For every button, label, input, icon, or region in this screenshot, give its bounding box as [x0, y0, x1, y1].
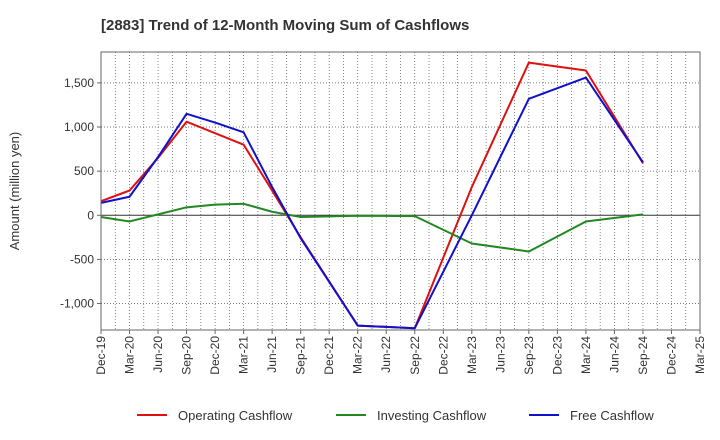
y-tick-label: 1,000: [64, 120, 94, 134]
x-tick-label: Mar-20: [123, 336, 137, 374]
series-lines: [100, 61, 644, 330]
plot-border: [100, 51, 701, 331]
y-tick-label: 500: [74, 164, 94, 178]
grid-lines: [100, 52, 701, 330]
x-tick-label: Sep-24: [636, 336, 650, 375]
chart-title: [2883] Trend of 12-Month Moving Sum of C…: [101, 17, 469, 34]
x-tick-label: Mar-24: [579, 336, 593, 374]
x-tick-label: Mar-23: [465, 336, 479, 374]
series-line-operating-cashflow: [100, 61, 644, 330]
x-tick-label: Dec-24: [664, 336, 678, 375]
y-tick-label: 1,500: [64, 76, 94, 90]
legend-item-free-cashflow: Free Cashflow: [529, 408, 654, 423]
x-tick-label: Mar-25: [693, 336, 707, 374]
x-tick-label: Jun-22: [379, 336, 393, 373]
x-tick-label: Jun-21: [265, 336, 279, 373]
x-tick-label: Jun-24: [607, 336, 621, 373]
legend-item-investing-cashflow: Investing Cashflow: [336, 408, 487, 423]
x-tick-label: Mar-21: [237, 336, 251, 374]
plot-frame: [100, 51, 701, 331]
x-tick-label: Jun-23: [493, 336, 507, 373]
x-tick-label: Mar-22: [351, 336, 365, 374]
legend: Operating Cashflow Investing Cashflow Free…: [137, 408, 654, 423]
x-tick-label: Dec-21: [322, 336, 336, 375]
legend-label: Operating Cashflow: [178, 408, 293, 423]
x-tick-label: Sep-21: [294, 336, 308, 375]
legend-label: Free Cashflow: [570, 408, 654, 423]
legend-label: Investing Cashflow: [377, 408, 487, 423]
x-tick-label: Dec-20: [208, 336, 222, 375]
x-tick-label: Dec-22: [436, 336, 450, 375]
x-tick-label: Dec-19: [94, 336, 108, 375]
x-tick-label: Sep-23: [522, 336, 536, 375]
y-tick-label: -500: [70, 252, 94, 266]
series-line-free-cashflow: [100, 76, 644, 330]
legend-item-operating-cashflow: Operating Cashflow: [137, 408, 293, 423]
y-tick-labels: -1,000 -500 0 500 1,000 1,500: [60, 76, 101, 311]
x-tick-label: Sep-22: [408, 336, 422, 375]
y-axis-label: Amount (million yen): [7, 132, 22, 251]
x-tick-label: Sep-20: [180, 336, 194, 375]
x-tick-label: Jun-20: [151, 336, 165, 373]
y-tick-label: -1,000: [60, 297, 94, 311]
x-tick-label: Dec-23: [550, 336, 564, 375]
x-tick-labels: Dec-19 Mar-20 Jun-20 Sep-20 Dec-20 Mar-21 Jun-…: [94, 330, 707, 375]
y-tick-label: 0: [87, 208, 94, 222]
